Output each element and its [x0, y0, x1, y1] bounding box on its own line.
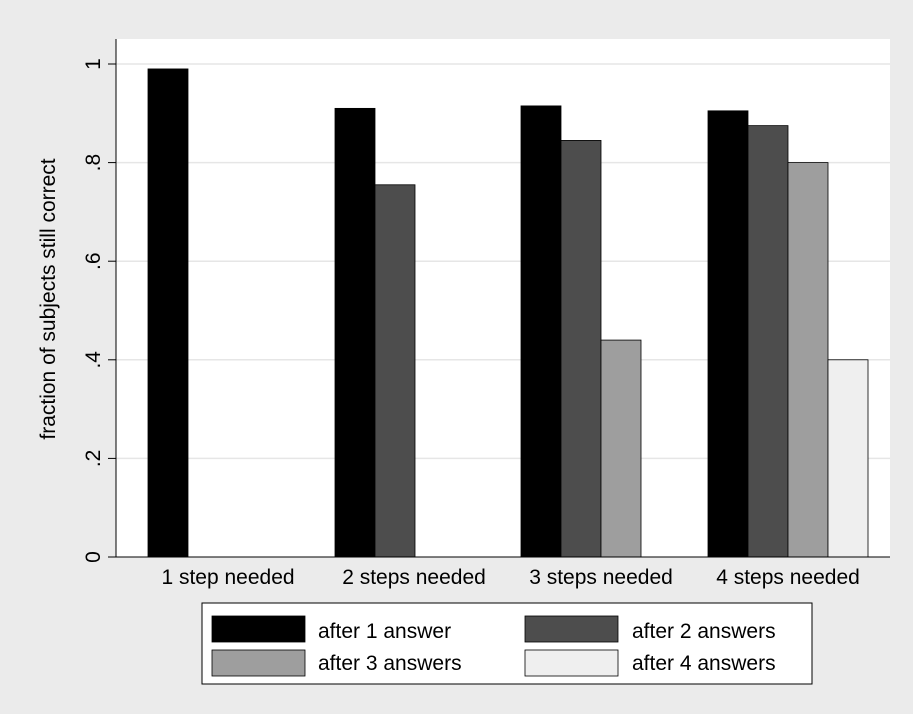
y-tick-label: .6 [82, 252, 105, 270]
y-tick-label: .4 [82, 351, 105, 369]
legend-swatch [211, 649, 306, 677]
y-ticks: 0 .2 .4 .6 .8 1 [82, 58, 116, 563]
bar-3-3 [600, 339, 642, 558]
x-tick-label: 3 steps needed [529, 566, 673, 589]
bar-1-4 [707, 110, 749, 558]
legend-swatch [211, 615, 306, 643]
bar-1-3 [520, 105, 562, 558]
x-tick-label: 1 step needed [161, 566, 294, 589]
legend: after 1 answer after 2 answers after 3 ans… [201, 602, 813, 685]
y-tick-label: .8 [82, 154, 105, 172]
y-axis-label: fraction of subjects still correct [37, 158, 60, 439]
bars [147, 68, 869, 558]
bar-3-4 [787, 162, 829, 558]
bar-2-4 [747, 125, 789, 558]
y-tick-label: .2 [82, 450, 105, 468]
bar-2-3 [560, 140, 602, 558]
bar-2-2 [374, 184, 416, 558]
bar-1-1 [147, 68, 189, 558]
bar-1-2 [334, 107, 376, 558]
legend-swatch [524, 649, 619, 677]
legend-label: after 3 answers [318, 652, 462, 675]
legend-swatch [524, 615, 619, 643]
x-tick-label: 2 steps needed [342, 566, 486, 589]
legend-label: after 4 answers [632, 652, 776, 675]
legend-label: after 1 answer [318, 620, 451, 643]
legend-label: after 2 answers [632, 620, 776, 643]
axes [115, 39, 890, 558]
x-tick-labels: 1 step needed 2 steps needed 3 steps neede… [161, 566, 859, 589]
x-tick-label: 4 steps needed [716, 566, 860, 589]
y-tick-label: 0 [82, 551, 105, 563]
bar-4-4 [827, 359, 869, 558]
y-tick-label: 1 [82, 58, 105, 70]
